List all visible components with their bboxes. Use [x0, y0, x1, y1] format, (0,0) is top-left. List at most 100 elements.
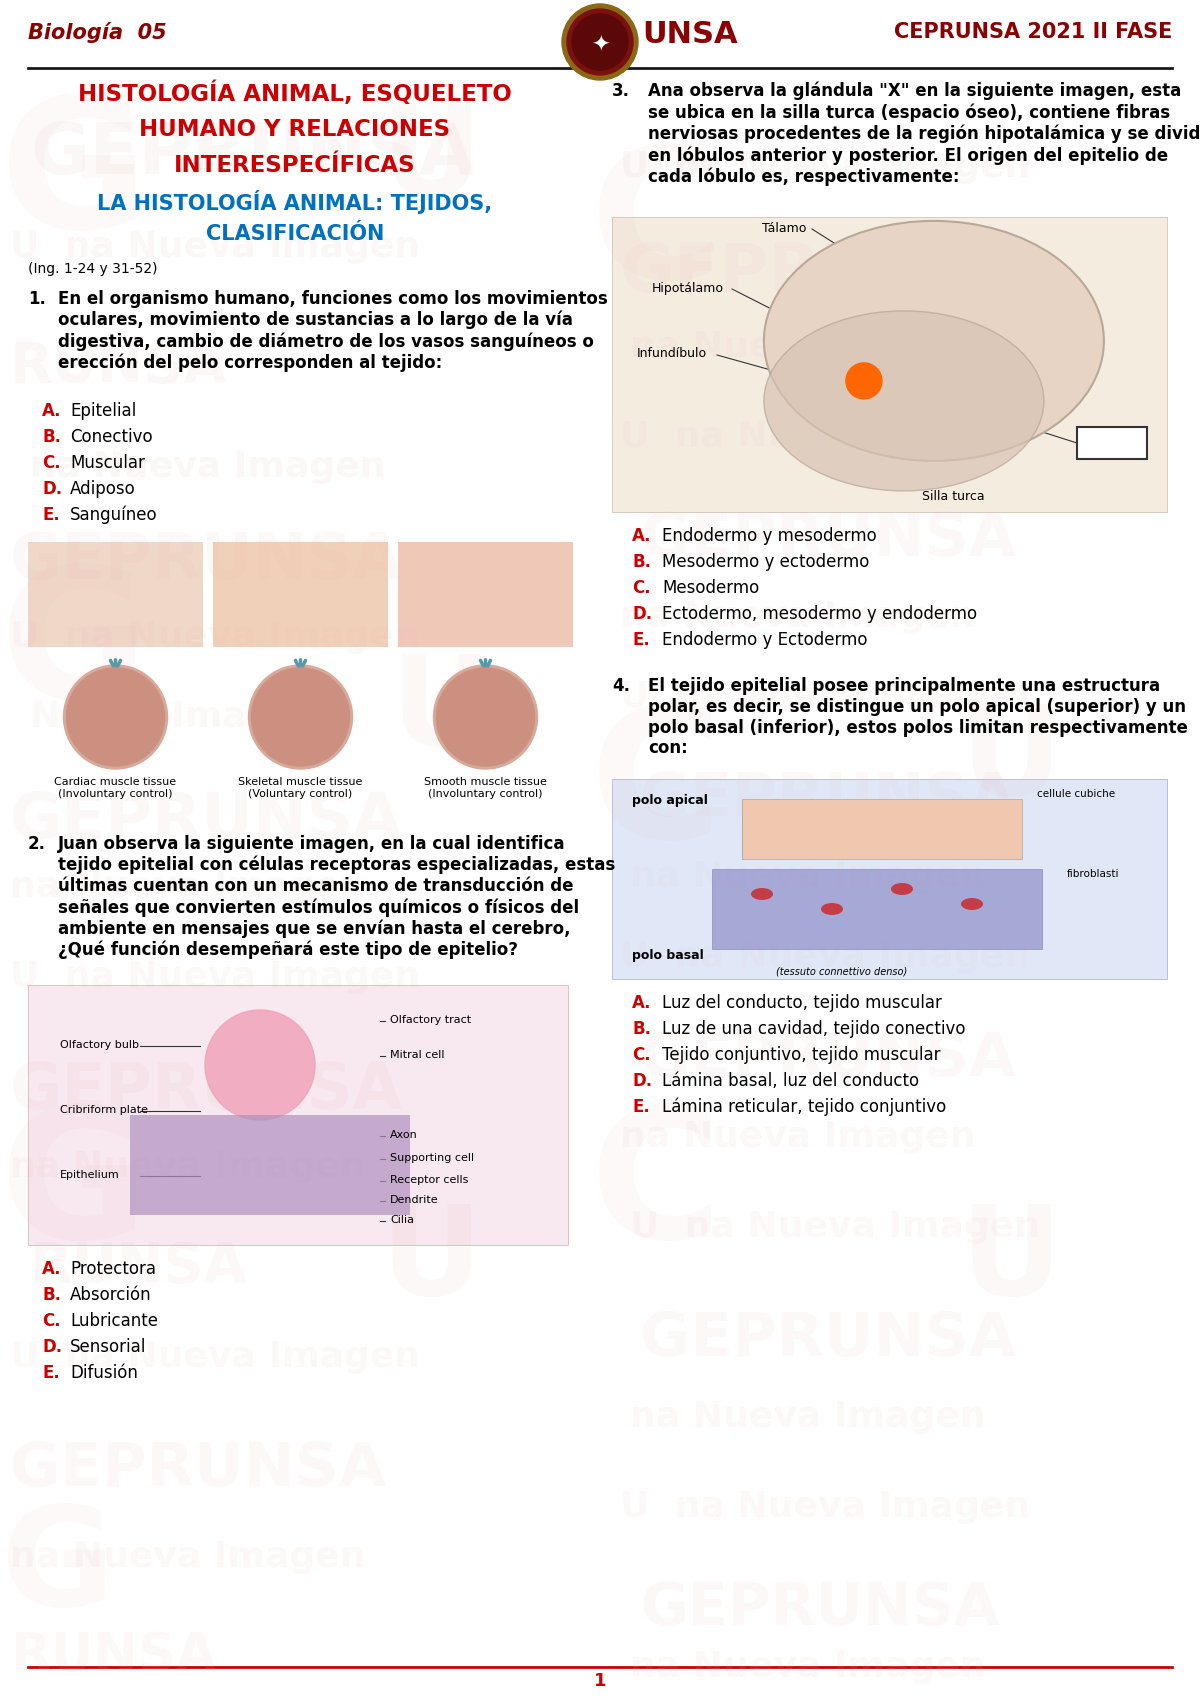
Text: U  na Nueva Imagen: U na Nueva Imagen: [10, 619, 420, 653]
Text: Smooth muscle tissue
(Involuntary control): Smooth muscle tissue (Involuntary contro…: [424, 777, 546, 799]
Text: Supporting cell: Supporting cell: [390, 1152, 474, 1162]
Text: Silla turca: Silla turca: [922, 490, 985, 502]
Circle shape: [205, 1010, 314, 1120]
Text: Biología  05: Biología 05: [28, 22, 167, 42]
Text: Luz de una cavidad, tejido conectivo: Luz de una cavidad, tejido conectivo: [662, 1020, 966, 1039]
Text: Axon: Axon: [390, 1130, 418, 1140]
Text: GEPRUNSA: GEPRUNSA: [30, 120, 474, 188]
Text: ✦: ✦: [590, 36, 610, 56]
Circle shape: [437, 669, 534, 765]
Text: Cilia: Cilia: [390, 1215, 414, 1225]
Text: Lámina reticular, tejido conjuntivo: Lámina reticular, tejido conjuntivo: [662, 1098, 947, 1117]
Text: E.: E.: [42, 506, 60, 524]
Text: RUNSA: RUNSA: [10, 339, 227, 394]
Circle shape: [64, 665, 168, 769]
Text: Skeletal muscle tissue
(Voluntary control): Skeletal muscle tissue (Voluntary contro…: [238, 777, 362, 799]
Text: na Nueva Imagen: na Nueva Imagen: [10, 1151, 366, 1185]
Text: G: G: [0, 560, 148, 736]
Text: A.: A.: [632, 994, 652, 1011]
Text: G: G: [0, 1500, 114, 1634]
Text: C.: C.: [632, 579, 650, 597]
Text: X: X: [1106, 433, 1118, 450]
Text: GEPRUNSA: GEPRUNSA: [10, 791, 403, 852]
Text: RUNSA: RUNSA: [30, 1241, 247, 1295]
Text: U  na Nueva Imagen: U na Nueva Imagen: [10, 231, 420, 265]
Text: GEPRUNSA: GEPRUNSA: [640, 511, 1016, 568]
Text: Tálamo: Tálamo: [762, 222, 806, 234]
Text: U  na Nueva Imagen: U na Nueva Imagen: [10, 1341, 420, 1375]
Circle shape: [66, 669, 164, 765]
Text: CLASIFICACIÓN: CLASIFICACIÓN: [206, 224, 384, 244]
Text: na Nueva Imagen: na Nueva Imagen: [10, 1539, 366, 1575]
Text: U  na Nueva Imagen: U na Nueva Imagen: [620, 680, 1030, 714]
Bar: [28, 984, 568, 1246]
Text: GEPRUNSA: GEPRUNSA: [640, 1030, 1016, 1089]
Text: Mitral cell: Mitral cell: [390, 1050, 444, 1061]
Text: Endodermo y mesodermo: Endodermo y mesodermo: [662, 528, 877, 545]
Text: Mesodermo y ectodermo: Mesodermo y ectodermo: [662, 553, 869, 570]
Text: D.: D.: [42, 480, 62, 497]
Text: fibroblasti: fibroblasti: [1067, 869, 1120, 879]
Bar: [130, 1115, 410, 1215]
Text: na Nueva Imagen: na Nueva Imagen: [30, 450, 385, 484]
Text: Ectodermo, mesodermo y endodermo: Ectodermo, mesodermo y endodermo: [662, 606, 977, 623]
Text: Endodermo y Ectodermo: Endodermo y Ectodermo: [662, 631, 868, 648]
Bar: [712, 869, 1042, 949]
Text: Difusión: Difusión: [70, 1364, 138, 1381]
Text: HUMANO Y RELACIONES: HUMANO Y RELACIONES: [139, 119, 450, 141]
Text: E.: E.: [632, 631, 649, 648]
Text: Receptor cells: Receptor cells: [390, 1174, 468, 1185]
Text: 4.: 4.: [612, 677, 630, 696]
Text: GEPRUNSA: GEPRUNSA: [10, 1441, 386, 1498]
Text: U  na Nueva Imagen: U na Nueva Imagen: [10, 961, 420, 994]
Circle shape: [568, 8, 634, 75]
Bar: [742, 799, 1022, 859]
Text: Juan observa la siguiente imagen, en la cual identifica
tejido epitelial con cél: Juan observa la siguiente imagen, en la …: [58, 835, 616, 959]
Ellipse shape: [961, 898, 983, 910]
Text: B.: B.: [632, 1020, 650, 1039]
Text: U: U: [390, 650, 492, 770]
Text: A.: A.: [42, 402, 61, 419]
Text: Sanguíneo: Sanguíneo: [70, 506, 157, 524]
Text: cellule cubiche: cellule cubiche: [1037, 789, 1115, 799]
Circle shape: [252, 669, 349, 765]
Text: Lámina basal, luz del conducto: Lámina basal, luz del conducto: [662, 1073, 919, 1089]
Text: U: U: [960, 699, 1062, 821]
Text: na Nueva Imagen: na Nueva Imagen: [630, 1649, 985, 1683]
Ellipse shape: [890, 882, 913, 894]
Circle shape: [433, 665, 538, 769]
Text: U  na Nueva Imagen: U na Nueva Imagen: [620, 419, 1030, 455]
Text: U  na Nueva Imagen: U na Nueva Imagen: [620, 940, 1030, 974]
Text: na Nueva Imagen: na Nueva Imagen: [620, 1120, 976, 1154]
Text: Cardiac muscle tissue
(Involuntary control): Cardiac muscle tissue (Involuntary contr…: [54, 777, 176, 799]
Text: A.: A.: [632, 528, 652, 545]
Text: B.: B.: [42, 428, 61, 446]
Ellipse shape: [821, 903, 842, 915]
Text: Protectora: Protectora: [70, 1259, 156, 1278]
Bar: [214, 541, 388, 647]
Text: Cribriform plate: Cribriform plate: [60, 1105, 148, 1115]
Text: U  na Nueva Imagen: U na Nueva Imagen: [620, 1490, 1030, 1524]
Text: INTERESPECÍFICAS: INTERESPECÍFICAS: [174, 154, 416, 176]
Text: D.: D.: [42, 1337, 62, 1356]
Circle shape: [572, 14, 628, 70]
Text: na Nueva Imagen: na Nueva Imagen: [630, 860, 985, 894]
Text: U: U: [380, 1200, 481, 1320]
Bar: [612, 779, 1166, 979]
Text: Luz del conducto, tejido muscular: Luz del conducto, tejido muscular: [662, 994, 942, 1011]
Text: Olfactory bulb: Olfactory bulb: [60, 1040, 139, 1050]
Text: C: C: [590, 699, 722, 876]
Text: E.: E.: [42, 1364, 60, 1381]
Text: na Nueva Imagen: na Nueva Imagen: [10, 871, 366, 905]
Text: C: C: [590, 1100, 722, 1276]
Bar: [612, 217, 1166, 512]
Text: Sensorial: Sensorial: [70, 1337, 146, 1356]
Text: Conectivo: Conectivo: [70, 428, 152, 446]
Text: U: U: [380, 100, 481, 221]
Text: Lubricante: Lubricante: [70, 1312, 158, 1330]
Text: na Nueva Imagen: na Nueva Imagen: [620, 601, 976, 635]
Text: C.: C.: [632, 1045, 650, 1064]
Text: U: U: [960, 1200, 1062, 1320]
Circle shape: [562, 3, 638, 80]
Text: GEPRUNSA: GEPRUNSA: [10, 1061, 403, 1122]
